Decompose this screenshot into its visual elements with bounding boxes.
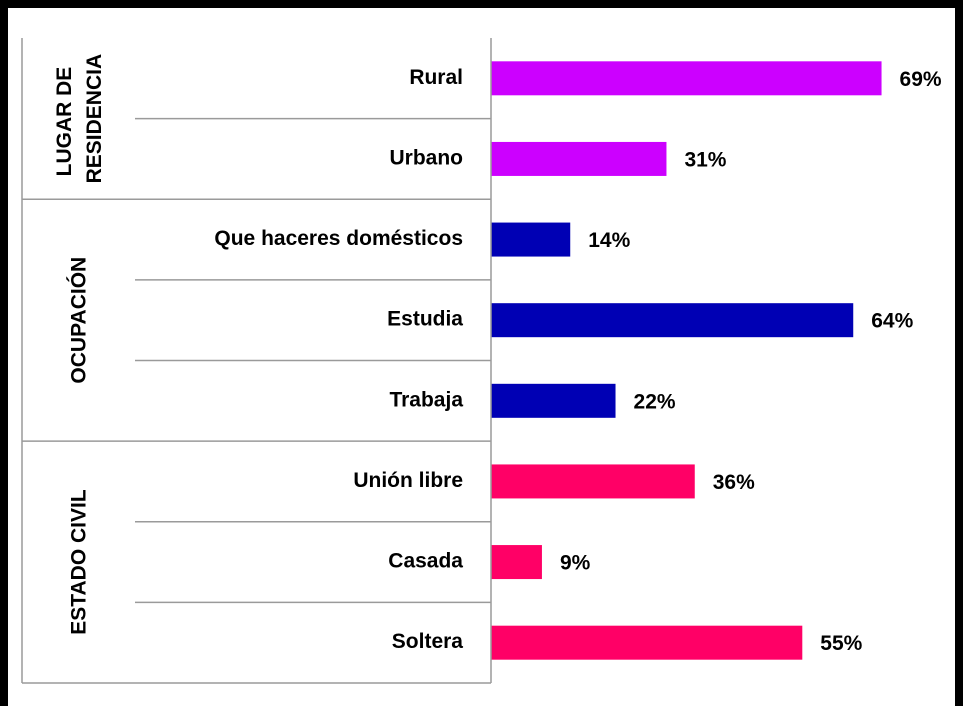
bar <box>491 303 854 338</box>
value-label: 31% <box>684 148 726 171</box>
group-label: ESTADO CIVIL <box>68 489 91 635</box>
value-label: 55% <box>820 632 862 655</box>
value-label: 64% <box>871 310 913 333</box>
bar <box>491 61 882 96</box>
category-label: Que haceres domésticos <box>214 227 463 250</box>
value-label: 69% <box>900 68 942 91</box>
category-label: Casada <box>388 550 463 573</box>
bar <box>491 464 695 499</box>
category-label: Soltera <box>392 630 464 653</box>
category-label: Unión libre <box>353 469 463 492</box>
bar <box>491 625 803 660</box>
group-label: LUGAR DE RESIDENCIA <box>53 54 106 184</box>
value-label: 22% <box>634 390 676 413</box>
group-label: OCUPACIÓN <box>67 257 91 384</box>
category-label: Trabaja <box>389 388 463 411</box>
category-label: Rural <box>409 66 463 89</box>
value-label: 14% <box>588 229 630 252</box>
value-label: 36% <box>713 471 755 494</box>
bar <box>491 545 542 580</box>
category-label: Urbano <box>390 146 464 169</box>
bar <box>491 141 667 176</box>
value-label: 9% <box>560 552 591 575</box>
bar <box>491 222 571 257</box>
category-label: Estudia <box>387 308 463 331</box>
bar <box>491 383 616 418</box>
